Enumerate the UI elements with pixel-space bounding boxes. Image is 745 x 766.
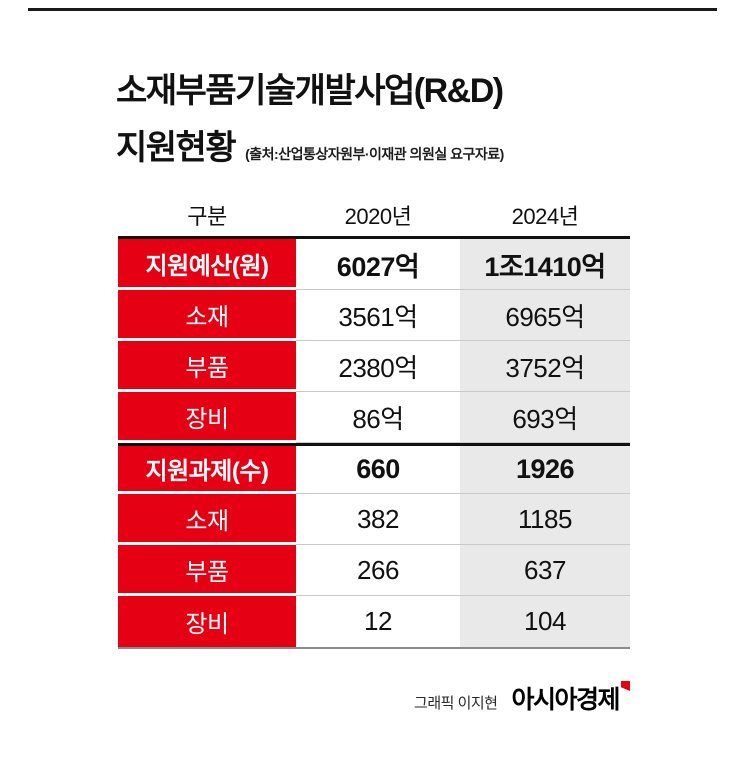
- row-label: 소재: [118, 494, 296, 545]
- value-2024: 104: [460, 596, 630, 647]
- value-2024: 6965억: [460, 290, 630, 341]
- page-subtitle: 지원현황: [116, 128, 237, 167]
- page-title: 소재부품기술개발사업(R&D): [116, 72, 504, 110]
- row-label: 부품: [118, 545, 296, 596]
- value-2024: 637: [460, 545, 630, 596]
- brand-logo-red-mark-icon: [621, 681, 630, 691]
- row-label: 소재: [118, 290, 296, 341]
- row-label: 장비: [118, 392, 296, 443]
- brand-logo-text: 아시아경제: [511, 686, 620, 714]
- column-header-2020: 2020년: [344, 204, 412, 229]
- source-note: (출처:산업통상자원부·이재관 의원실 요구자료): [245, 145, 504, 162]
- value-2020: 6027억: [296, 239, 460, 290]
- table-row: 장비 86억 693억: [118, 392, 630, 443]
- value-2020: 382: [296, 494, 460, 545]
- table-row: 지원예산(원) 6027억 1조1410억: [118, 239, 630, 290]
- top-divider-rule: [28, 8, 717, 11]
- table-row: 소재 3561억 6965억: [118, 290, 630, 341]
- value-2024: 1조1410억: [460, 239, 630, 290]
- value-2020: 660: [296, 443, 460, 494]
- value-2024: 693억: [460, 392, 630, 443]
- table-row: 부품 266 637: [118, 545, 630, 596]
- column-header-category: 구분: [187, 204, 227, 229]
- table-header-row: 구분 2020년 2024년: [118, 194, 630, 236]
- value-2020: 86억: [296, 392, 460, 443]
- row-label: 지원과제(수): [118, 443, 296, 494]
- page-subtitle-row: 지원현황 (출처:산업통상자원부·이재관 의원실 요구자료): [116, 120, 504, 169]
- value-2020: 12: [296, 596, 460, 647]
- table-row: 장비 12 104: [118, 596, 630, 647]
- row-label: 지원예산(원): [118, 239, 296, 290]
- value-2024: 1926: [460, 443, 630, 494]
- table-row: 지원과제(수) 660 1926: [118, 443, 630, 494]
- row-label: 장비: [118, 596, 296, 647]
- title-block: 소재부품기술개발사업(R&D) 지원현황 (출처:산업통상자원부·이재관 의원실…: [116, 68, 504, 169]
- graphic-credit: 그래픽 이지현: [414, 695, 498, 712]
- support-status-table: 구분 2020년 2024년 지원예산(원) 6027억 1조1410억 소재 …: [118, 194, 630, 649]
- table-row: 부품 2380억 3752억: [118, 341, 630, 392]
- table-row: 소재 382 1185: [118, 494, 630, 545]
- table-body: 지원예산(원) 6027억 1조1410억 소재 3561억 6965억 부품 …: [118, 236, 630, 649]
- column-header-2024: 2024년: [511, 204, 579, 229]
- value-2024: 1185: [460, 494, 630, 545]
- footer: 그래픽 이지현 아시아경제: [414, 680, 630, 716]
- value-2020: 3561억: [296, 290, 460, 341]
- value-2020: 2380억: [296, 341, 460, 392]
- row-label: 부품: [118, 341, 296, 392]
- value-2024: 3752억: [460, 341, 630, 392]
- value-2020: 266: [296, 545, 460, 596]
- brand-logo: 아시아경제: [511, 680, 630, 716]
